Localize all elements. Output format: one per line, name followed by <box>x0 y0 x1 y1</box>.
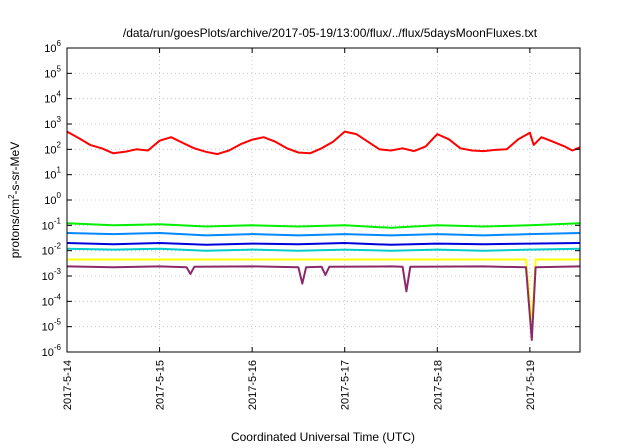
series-line-5 <box>66 242 581 246</box>
grid-lines <box>67 48 580 352</box>
series-group <box>66 130 581 341</box>
x-tick-label: 2017-5-15 <box>155 360 167 410</box>
x-axis: 2017-5-14 2017-5-15 2017-5-16 2017-5-17 2017… <box>62 48 537 410</box>
x-tick-label: 2017-5-17 <box>340 360 352 410</box>
y-tick-label: 10-4 <box>42 292 62 308</box>
y-axis-label-main: protons/cm <box>8 199 22 258</box>
y-tick-label: 10-6 <box>42 343 62 359</box>
y-tick-label: 105 <box>44 64 61 80</box>
series-line-4 <box>66 247 581 252</box>
x-axis-label: Coordinated Universal Time (UTC) <box>231 430 415 444</box>
x-tick-label: 2017-5-19 <box>525 360 537 410</box>
x-tick-label: 2017-5-16 <box>247 360 259 410</box>
x-tick-label: 2017-5-14 <box>62 360 74 410</box>
y-tick-label: 106 <box>44 39 61 55</box>
y-tick-label: 100 <box>44 191 61 207</box>
x-tick-label: 2017-5-18 <box>432 360 444 410</box>
y-axis: 10-6 10-5 10-4 10-3 10-2 10-1 100 101 102 103 104 1… <box>42 39 580 359</box>
y-tick-label: 10-2 <box>42 242 62 258</box>
y-axis-label-exponent: 2 <box>7 194 16 199</box>
chart-title: /data/run/goesPlots/archive/2017-05-19/1… <box>123 26 538 40</box>
y-tick-label: 104 <box>44 90 61 106</box>
y-axis-label: protons/cm2-s-sr-MeV <box>7 142 22 258</box>
y-tick-label: 102 <box>44 140 61 156</box>
y-tick-label: 103 <box>44 115 61 131</box>
y-axis-label-unit: -s-sr-MeV <box>8 142 22 195</box>
series-line-2 <box>66 222 581 229</box>
y-tick-label: 101 <box>44 166 61 182</box>
series-line-3 <box>66 232 581 237</box>
series-line-7 <box>66 265 581 341</box>
series-line-1 <box>66 130 581 156</box>
y-tick-label: 10-5 <box>42 318 62 334</box>
y-tick-label: 10-1 <box>42 216 62 232</box>
y-tick-label: 10-3 <box>42 267 62 283</box>
